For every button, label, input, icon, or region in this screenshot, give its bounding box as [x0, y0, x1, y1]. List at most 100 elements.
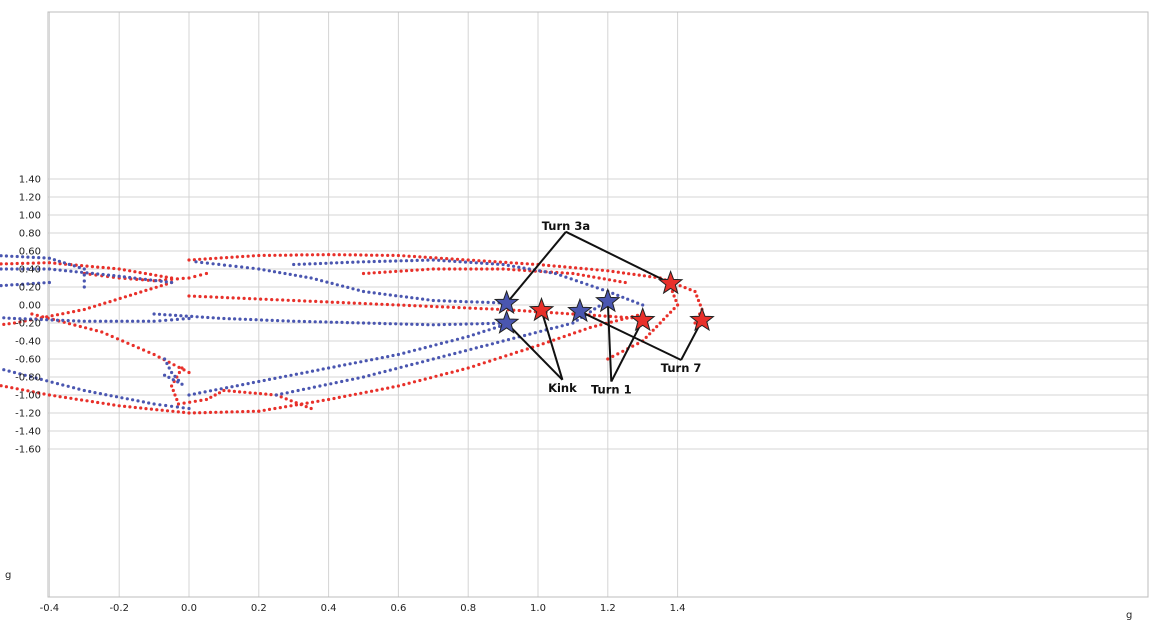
red-data-point: [113, 298, 117, 302]
red-data-point: [509, 352, 513, 356]
red-data-point: [466, 366, 470, 370]
blue-data-point: [394, 294, 398, 298]
red-data-point: [595, 268, 599, 272]
blue-data-point: [276, 319, 280, 323]
red-data-point: [488, 259, 492, 263]
red-data-point: [112, 266, 116, 271]
blue-data-point: [356, 260, 360, 264]
red-data-point: [187, 276, 191, 280]
blue-data-point: [641, 303, 645, 307]
red-data-point: [235, 255, 239, 259]
red-data-point: [121, 339, 125, 343]
red-data-point: [477, 259, 481, 263]
blue-data-point: [475, 322, 479, 326]
red-data-point: [386, 386, 390, 390]
red-data-point: [157, 355, 161, 359]
blue-data-point: [98, 392, 102, 396]
blue-data-point: [23, 373, 27, 377]
red-data-point: [242, 296, 246, 300]
red-data-point: [698, 303, 702, 307]
red-data-point: [204, 397, 208, 402]
blue-data-point: [450, 339, 454, 343]
red-data-point: [171, 409, 175, 413]
red-data-point: [607, 278, 612, 282]
blue-data-point: [506, 263, 510, 267]
blue-data-point: [53, 268, 57, 272]
red-data-point: [140, 278, 145, 282]
red-data-point: [10, 386, 14, 390]
red-data-point: [106, 402, 111, 406]
red-data-point: [85, 399, 89, 403]
red-data-point: [12, 321, 17, 325]
blue-data-point: [270, 318, 274, 322]
blue-data-point: [12, 370, 17, 375]
red-data-point: [327, 253, 331, 257]
blue-data-point: [353, 361, 357, 365]
red-data-point: [364, 253, 368, 257]
blue-data-point: [575, 318, 579, 322]
blue-data-point: [158, 403, 162, 407]
red-data-point: [220, 295, 224, 299]
red-data-point: [480, 267, 484, 271]
red-data-point: [380, 387, 384, 391]
blue-data-point: [190, 314, 194, 318]
red-data-point: [262, 408, 266, 412]
blue-data-point: [211, 316, 215, 320]
blue-data-point: [47, 267, 52, 271]
red-data-point: [4, 385, 8, 389]
red-data-point: [413, 304, 417, 308]
red-data-point: [440, 305, 445, 309]
red-data-point: [547, 263, 551, 268]
blue-data-point: [31, 255, 35, 259]
red-star-marker: [629, 306, 656, 332]
red-data-point: [37, 261, 41, 265]
red-data-point: [493, 357, 497, 361]
red-data-point: [246, 409, 250, 414]
red-data-point: [473, 306, 478, 310]
blue-data-point: [631, 299, 635, 303]
red-data-point: [498, 356, 502, 360]
blue-data-point: [159, 279, 163, 283]
red-data-point: [232, 389, 236, 393]
blue-data-point: [131, 319, 135, 323]
red-data-point: [67, 322, 72, 326]
blue-data-point: [378, 371, 382, 375]
red-data-point: [327, 397, 331, 402]
red-data-point: [370, 389, 374, 393]
red-data-point: [447, 267, 451, 271]
red-data-point: [193, 274, 197, 279]
red-data-point: [498, 260, 502, 264]
red-data-point: [304, 405, 308, 409]
red-data-point: [177, 370, 181, 375]
red-data-point: [147, 350, 151, 354]
red-data-point: [133, 270, 137, 274]
red-data-point: [297, 299, 301, 303]
blue-data-point: [321, 367, 325, 371]
blue-data-point: [549, 326, 554, 331]
blue-data-point: [404, 295, 409, 299]
red-data-point: [82, 307, 86, 312]
red-data-point: [139, 290, 143, 294]
x-tick-label: 0.2: [251, 603, 267, 614]
blue-data-point: [301, 387, 306, 391]
red-data-point: [590, 267, 594, 271]
red-data-point: [627, 272, 631, 276]
red-data-point: [94, 329, 98, 333]
blue-data-point: [375, 357, 379, 361]
red-data-point: [203, 257, 207, 261]
blue-data-point: [10, 254, 14, 258]
blue-data-point: [372, 291, 376, 295]
blue-data-point: [222, 316, 226, 321]
red-data-point: [139, 406, 143, 410]
blue-data-point: [136, 399, 140, 403]
blue-data-point: [431, 258, 435, 262]
blue-data-point: [243, 317, 247, 321]
blue-data-point: [45, 318, 49, 322]
blue-data-point: [439, 341, 443, 345]
blue-data-point: [302, 319, 306, 324]
blue-data-point: [426, 323, 430, 327]
red-data-point: [74, 397, 78, 401]
blue-data-point: [281, 319, 285, 323]
red-data-point: [434, 256, 438, 260]
blue-data-point: [585, 282, 589, 286]
